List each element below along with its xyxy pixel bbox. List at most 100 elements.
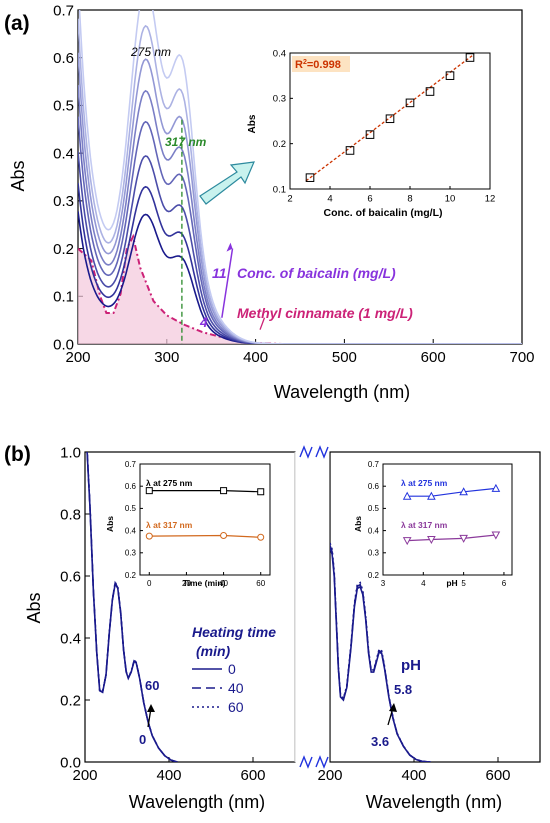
panel-b-ylabel: Abs <box>24 592 44 623</box>
panel-a-x-tick-label: 200 <box>65 349 90 366</box>
panel-b-left-x-tick-label: 400 <box>156 767 181 784</box>
panel-b-left-x-tick-label: 200 <box>72 767 97 784</box>
axis-break-mark <box>315 755 329 769</box>
ph-inset-y-tick-label: 0.3 <box>368 549 380 558</box>
calibration-inset-x-tick-label: 8 <box>407 194 412 205</box>
r2-label: R2=0.998 <box>295 59 341 71</box>
ph-inset: 3 4 5 6 0.2 0.3 0.4 0.5 0.6 0.7 <box>368 460 513 588</box>
time-inset-x-tick-label: 60 <box>256 579 265 588</box>
heating-legend-label: 40 <box>228 680 244 696</box>
panel-a-x-tick-label: 300 <box>154 349 179 366</box>
time-inset-bg <box>140 464 270 575</box>
ph-inset-y-tick-label: 0.7 <box>368 460 380 469</box>
panel-b-label: (b) <box>4 443 31 466</box>
ph-inset-x-tick-label: 5 <box>461 579 466 588</box>
panel-b-left-y-tick-label: 0.8 <box>60 506 81 523</box>
panel-a-plot-area: 200 300 400 500 600 700 0.0 0.1 0.2 0.3 0.4 0.5 0.6 0… <box>53 2 534 366</box>
calibration-inset: 2 4 6 8 10 12 0.1 0.2 0.3 0.4 <box>273 48 496 204</box>
calibration-point <box>445 71 455 80</box>
time-inset-marker <box>220 531 228 539</box>
calibration-inset-xlabel: Conc. of baicalin (mg/L) <box>323 207 442 219</box>
heating-arrow-top-label: 60 <box>145 678 159 693</box>
time-inset-marker <box>257 533 265 541</box>
heating-curves <box>86 452 178 762</box>
ph-inset-series-line <box>407 487 496 497</box>
ph-inset-marker <box>427 535 436 545</box>
panel-b-left-y-tick-label: 0.4 <box>60 630 81 647</box>
calibration-inset-y-tick-label: 0.1 <box>273 184 286 195</box>
heating-spectrum-60 <box>86 452 178 762</box>
panel-a-y-tick-label: 0.4 <box>53 145 74 162</box>
ph-spectrum <box>330 545 431 762</box>
calibration-point <box>305 173 315 182</box>
time-inset-marker <box>257 488 265 496</box>
heating-legend-label: 60 <box>228 699 244 715</box>
peak-317-label: 317 nm <box>165 135 207 149</box>
ph-inset-y-tick-label: 0.5 <box>368 504 380 513</box>
ph-inset-marker <box>459 534 468 543</box>
panel-b-left-xlabel: Wavelength (nm) <box>129 792 265 812</box>
time-inset-y-tick-label: 0.5 <box>125 504 137 513</box>
ph-inset-bg <box>383 464 512 575</box>
time-inset-ylabel: Abs <box>105 516 115 532</box>
ph-inset-marker <box>402 491 412 500</box>
panel-a-y-tick-label: 0.2 <box>53 241 74 258</box>
r2-box <box>292 56 350 72</box>
methyl-cinnamate-label: Methyl cinnamate (1 mg/L) <box>237 305 413 321</box>
time-inset-y-tick-label: 0.3 <box>125 549 137 558</box>
panel-b-right-frame <box>329 451 541 763</box>
calibration-point <box>365 130 375 139</box>
methyl-cinnamate-area <box>78 236 522 344</box>
conc-series-label: Conc. of baicalin (mg/L) <box>237 265 396 281</box>
panel-a-x-tick-label: 600 <box>421 349 446 366</box>
ph-arrow-bottom-label: 3.6 <box>371 734 389 749</box>
calibration-inset-x-tick-label: 12 <box>485 194 496 205</box>
calibration-inset-ylabel: Abs <box>247 114 258 133</box>
calibration-inset-frame <box>289 52 491 190</box>
calibration-inset-x-tick-label: 6 <box>367 194 372 205</box>
ph-curves <box>330 542 431 762</box>
panel-a-x-tick-label: 500 <box>332 349 357 366</box>
time-inset-marker <box>145 487 153 495</box>
panel-a-y-tick-label: 0.1 <box>53 289 74 306</box>
heating-legend-title-2: (min) <box>196 643 231 659</box>
conc-arrow-head <box>226 242 233 252</box>
panel-b-left-y-tick-label: 0.6 <box>60 568 81 585</box>
calibration-point <box>405 98 415 108</box>
ph-inset-x-tick-label: 4 <box>421 579 426 588</box>
calibration-inset-x-tick-label: 2 <box>287 194 292 205</box>
conc-low-label: 4 <box>199 314 208 330</box>
panel-a-y-tick-label: 0.5 <box>53 98 74 115</box>
baicalin-spectrum-7 <box>78 116 522 344</box>
time-inset-frame <box>139 463 271 576</box>
panel-a-y-tick-label: 0.6 <box>53 50 74 67</box>
panel-a-x-tick-label: 400 <box>243 349 268 366</box>
ph-inset-legend-317: λ at 317 nm <box>401 520 448 530</box>
panel-b-right-xlabel: Wavelength (nm) <box>366 792 502 812</box>
time-inset-legend-275: λ at 275 nm <box>146 478 193 488</box>
axis-break-mark <box>315 445 329 459</box>
panel-a-x-tick-label: 700 <box>509 349 534 366</box>
time-inset: 0 20 40 60 0.2 0.3 0.4 0.5 0.6 0.7 <box>125 460 271 588</box>
baicalin-spectrum-5 <box>78 182 522 344</box>
time-inset-marker <box>145 532 153 540</box>
axis-break-mark <box>299 755 313 769</box>
panel-b-left-y-tick-label: 0.0 <box>60 754 81 771</box>
time-inset-y-tick-label: 0.2 <box>125 571 137 580</box>
ph-inset-x-tick-label: 3 <box>381 579 386 588</box>
panel-b-right-x-tick-label: 400 <box>401 767 426 784</box>
time-inset-x-tick-label: 20 <box>182 579 191 588</box>
panel-a-y-tick-label: 0.0 <box>53 336 74 353</box>
calibration-inset-y-tick-label: 0.2 <box>273 139 286 150</box>
time-inset-x-tick-label: 40 <box>219 579 228 588</box>
time-inset-y-tick-label: 0.6 <box>125 482 137 491</box>
time-inset-y-tick-label: 0.4 <box>125 526 137 535</box>
calibration-point <box>425 87 435 96</box>
panel-a-y-tick-label: 0.7 <box>53 2 74 19</box>
heating-arrow-bottom-label: 0 <box>139 732 146 747</box>
ph-label: pH <box>401 657 421 674</box>
ph-inset-frame <box>382 463 513 576</box>
panel-b-left-x-tick-label: 600 <box>240 767 265 784</box>
baicalin-spectrum-4 <box>78 211 522 344</box>
panel-b-right-x-tick-label: 600 <box>485 767 510 784</box>
